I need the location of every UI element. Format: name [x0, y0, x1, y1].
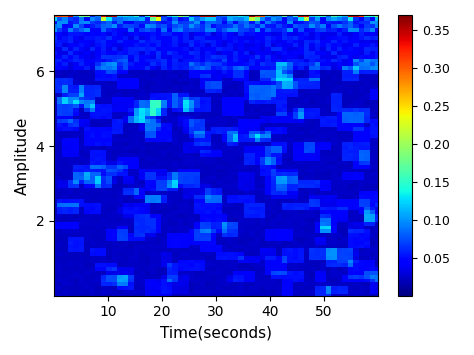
Y-axis label: Amplitude: Amplitude: [15, 116, 30, 195]
X-axis label: Time(seconds): Time(seconds): [160, 325, 272, 340]
